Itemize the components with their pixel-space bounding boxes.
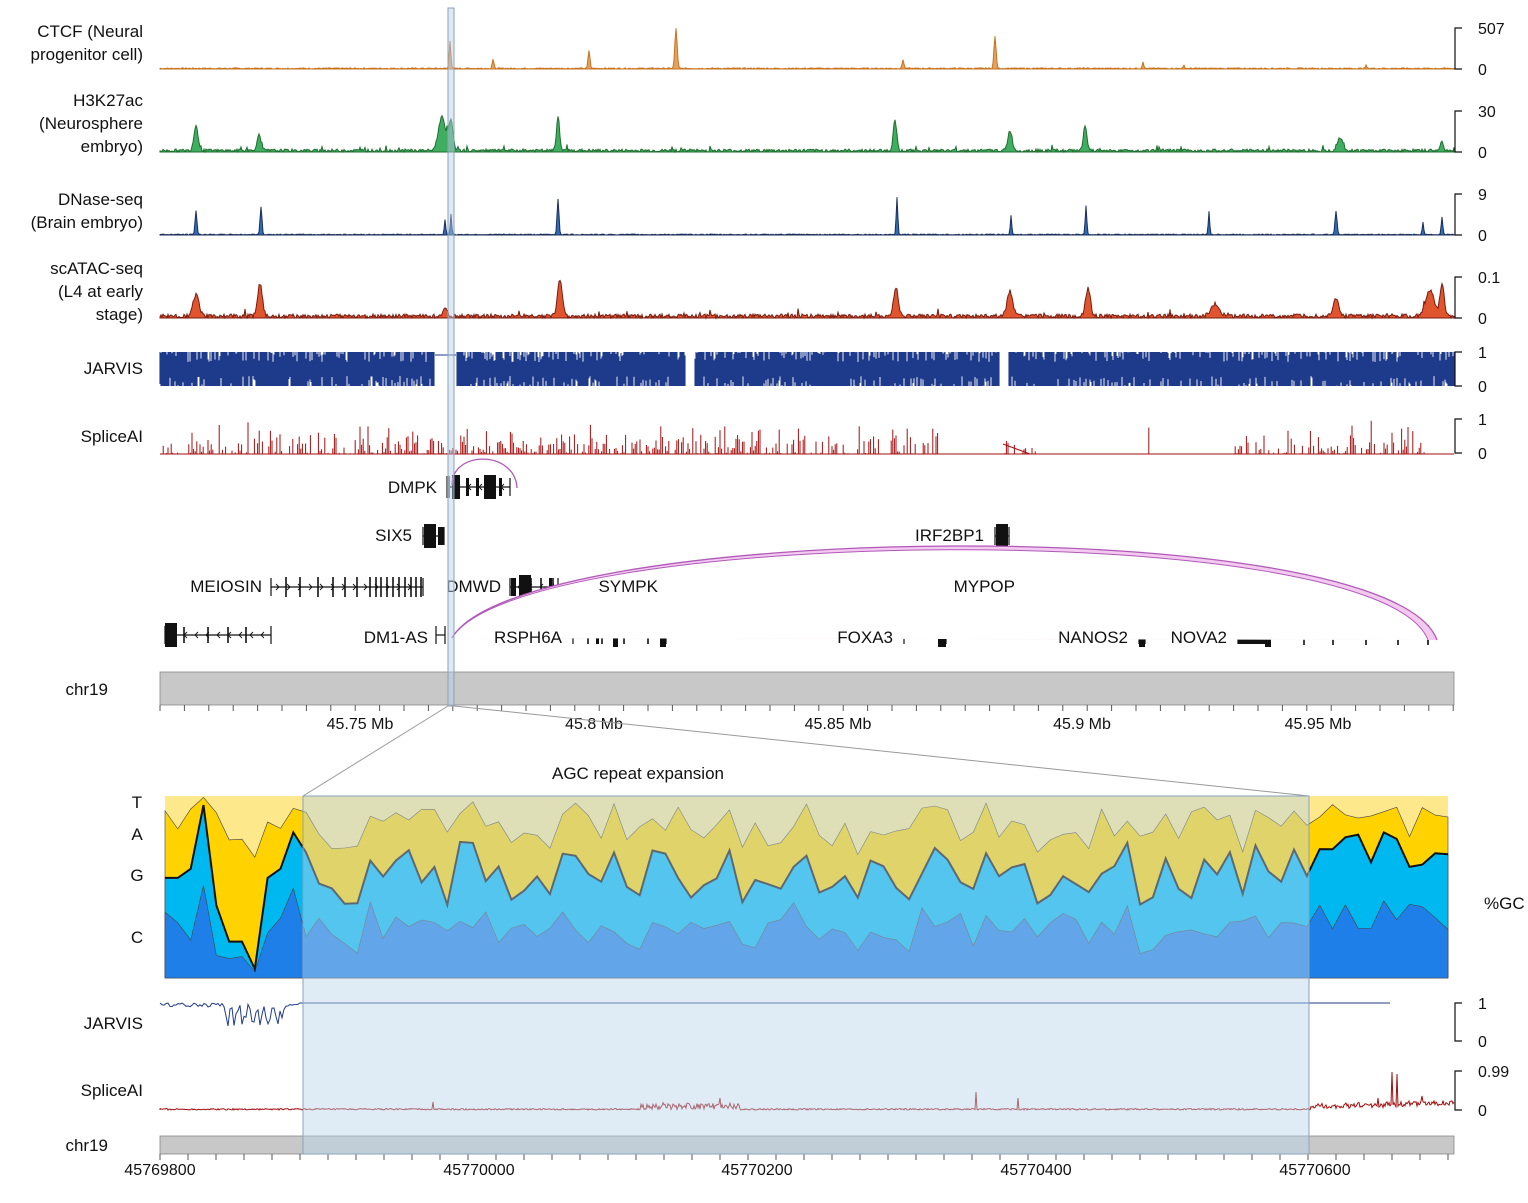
chrom-label-top: chr19 — [65, 680, 108, 699]
h3k27ac-label-line3: embryo) — [81, 137, 143, 156]
chrom-label-bottom: chr19 — [65, 1136, 108, 1155]
top-axis — [159, 705, 1454, 711]
scatac-label-line3: stage) — [96, 305, 143, 324]
spliceai-min: 0 — [1478, 446, 1487, 463]
bottom-axis-tick-4: 45770400 — [1000, 1162, 1071, 1179]
dnase-label-line2: (Brain embryo) — [31, 213, 143, 232]
bottom-axis — [159, 1154, 1449, 1160]
bottom-axis-tick-5: 45770600 — [1279, 1162, 1350, 1179]
dnase-min: 0 — [1478, 228, 1487, 245]
scatac-signal-area — [159, 279, 1455, 320]
ctcf-label-line1: CTCF (Neural — [37, 22, 143, 41]
gene-label-irf2bp1: IRF2BP1 — [915, 526, 984, 545]
bottom-axis-tick-3: 45770200 — [721, 1162, 792, 1179]
base-label-t: T — [132, 793, 142, 812]
jarvis-label: JARVIS — [84, 359, 143, 378]
zoom-jarvis-signal — [159, 1002, 1390, 1027]
gene-label-sympk: SYMPK — [598, 577, 658, 596]
gc-content-line — [165, 804, 1449, 973]
bottom-axis-tick-1: 45769800 — [124, 1162, 195, 1179]
jarvis-min: 0 — [1478, 379, 1487, 396]
base-label-a: A — [131, 825, 143, 844]
repeat-highlight-region — [302, 795, 1310, 1155]
gc-label: %GC — [1484, 894, 1525, 913]
top-axis-tick-5: 45.95 Mb — [1285, 716, 1352, 733]
scatac-max: 0.1 — [1478, 270, 1500, 287]
jarvis-max: 1 — [1478, 345, 1487, 362]
zoom-jarvis-min: 0 — [1478, 1034, 1487, 1051]
zoom-spliceai-signal — [159, 1071, 1455, 1111]
ctcf-signal-area — [159, 28, 1455, 70]
zoom-jarvis-max: 1 — [1478, 996, 1487, 1013]
base-label-c: C — [131, 928, 143, 947]
spliceai-signal — [160, 420, 1454, 455]
scatac-min: 0 — [1478, 311, 1487, 328]
gene-label-meiosin: MEIOSIN — [190, 577, 262, 596]
dnase-label-line1: DNase-seq — [58, 190, 143, 209]
gene-label-mypop: MYPOP — [954, 577, 1015, 596]
zoom-jarvis-label: JARVIS — [84, 1014, 143, 1033]
signal-tracks — [159, 28, 1456, 455]
h3k27ac-signal — [159, 114, 1455, 154]
top-axis-tick-3: 45.85 Mb — [805, 716, 872, 733]
ctcf-signal — [159, 28, 1455, 70]
zoom-spliceai-min: 0 — [1478, 1103, 1487, 1120]
zoom-spliceai-label: SpliceAI — [81, 1081, 143, 1100]
h3k27ac-label-line2: (Neurosphere — [39, 114, 143, 133]
scatac-label-line2: (L4 at early — [58, 282, 144, 301]
top-axis-tick-1: 45.75 Mb — [327, 716, 394, 733]
h3k27ac-signal-area — [159, 114, 1455, 154]
base-labels: T A G C — [130, 793, 143, 947]
top-axis-tick-2: 45.8 Mb — [565, 716, 623, 733]
dnase-signal — [159, 197, 1456, 236]
track-labels: CTCF (Neural progenitor cell) H3K27ac (N… — [31, 22, 144, 446]
gene-label-dmpk: DMPK — [388, 478, 438, 497]
bottom-axis-tick-2: 45770000 — [443, 1162, 514, 1179]
ctcf-label-line2: progenitor cell) — [31, 45, 143, 64]
scatac-signal — [159, 279, 1455, 320]
gene-label-rsph6a: RSPH6A — [494, 628, 563, 647]
gene-label-nanos2: NANOS2 — [1058, 628, 1128, 647]
spliceai-label: SpliceAI — [81, 427, 143, 446]
ctcf-max: 507 — [1478, 21, 1505, 38]
zoom-connector-right — [453, 705, 1310, 797]
zoom-connector-left — [302, 705, 449, 797]
track-scales — [1454, 27, 1462, 454]
zoom-title: AGC repeat expansion — [552, 764, 724, 783]
jarvis-signal — [159, 352, 1455, 386]
top-axis-tick-4: 45.9 Mb — [1053, 716, 1111, 733]
spliceai-max: 1 — [1478, 412, 1487, 429]
track-scale-values: 507 0 30 0 9 0 0.1 0 1 0 1 0 — [1478, 21, 1505, 463]
chrom-bar-top — [159, 671, 1455, 706]
scatac-label-line1: scATAC-seq — [50, 259, 143, 278]
h3k27ac-max: 30 — [1478, 104, 1496, 121]
ctcf-min: 0 — [1478, 62, 1487, 79]
gene-label-foxa3: FOXA3 — [837, 628, 893, 647]
base-composition-plot — [164, 796, 1449, 979]
gene-label-dmwd: DMWD — [446, 577, 501, 596]
highlight-region-top — [447, 7, 455, 707]
dnase-max: 9 — [1478, 187, 1487, 204]
base-area-c — [164, 885, 1449, 979]
h3k27ac-label-line1: H3K27ac — [73, 91, 143, 110]
h3k27ac-min: 0 — [1478, 145, 1487, 162]
zoom-track-scales — [1454, 1002, 1462, 1111]
gene-label-nova2: NOVA2 — [1171, 628, 1227, 647]
zoom-spliceai-max: 0.99 — [1478, 1064, 1509, 1081]
gene-models: DMPK SIX5 IRF2BP1 MEIOSIN DMWD SYMPK MYP… — [164, 458, 1438, 647]
dnase-signal-area — [159, 197, 1456, 236]
gene-label-six5: SIX5 — [375, 526, 412, 545]
base-label-g: G — [130, 866, 143, 885]
gene-label-dm1-as: DM1-AS — [364, 628, 428, 647]
zoom-signal-tracks — [159, 1002, 1455, 1111]
